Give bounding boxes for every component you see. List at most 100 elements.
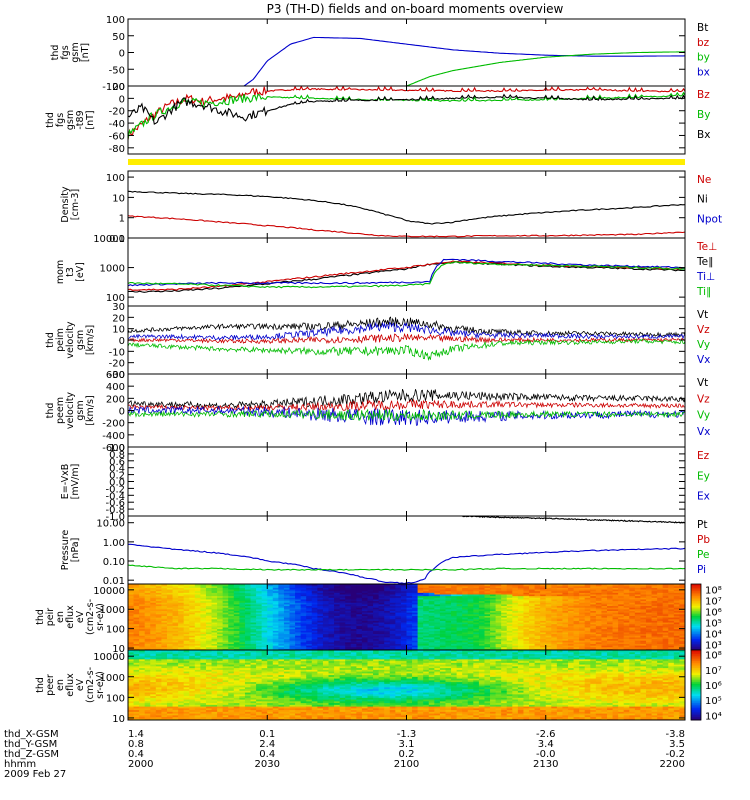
heatmap-cell — [573, 633, 580, 636]
heatmap-cell — [651, 618, 658, 621]
heatmap-cell — [651, 633, 658, 636]
heatmap-cell — [178, 711, 185, 714]
series-group-fgs1 — [243, 36, 685, 86]
heatmap-cell — [473, 608, 480, 611]
heatmap-cell — [144, 699, 151, 702]
heatmap-cell — [194, 693, 202, 697]
heatmap-cell — [568, 605, 575, 608]
heatmap-cell — [579, 588, 586, 592]
heatmap-cell — [484, 635, 491, 638]
heatmap-cell — [328, 592, 335, 595]
heatmap-cell — [300, 643, 307, 646]
heatmap-cell — [612, 648, 619, 650]
heatmap-cell — [205, 600, 213, 603]
heatmap-cell — [205, 640, 213, 643]
heatmap-cell — [172, 699, 179, 702]
heatmap-cell — [506, 595, 513, 598]
heatmap-cell — [361, 641, 369, 644]
heatmap-cell — [640, 630, 647, 633]
heatmap-cell — [517, 638, 525, 641]
heatmap-cell — [155, 595, 163, 598]
heatmap-cell — [244, 605, 252, 608]
heatmap-cell — [456, 608, 463, 611]
heatmap-cell — [389, 595, 396, 598]
heatmap-cell — [595, 600, 603, 603]
heatmap-cell — [490, 628, 497, 631]
heatmap-cell — [668, 593, 675, 597]
heatmap-cell — [166, 612, 174, 615]
heatmap-cell — [189, 657, 196, 660]
heatmap-cell — [172, 716, 179, 719]
heatmap-cell — [161, 617, 168, 620]
heatmap-cell — [166, 651, 174, 655]
heatmap-cell — [155, 674, 163, 677]
heatmap-cell — [189, 628, 196, 631]
heatmap-cell — [189, 699, 196, 702]
heatmap-cell — [300, 638, 307, 641]
heatmap-cell — [222, 633, 229, 636]
heatmap-cell — [517, 646, 525, 649]
heatmap-cell — [361, 600, 369, 603]
heatmap-cell — [155, 607, 163, 610]
heatmap-cell — [350, 590, 357, 593]
heatmap-cell — [562, 588, 569, 592]
heatmap-cell — [618, 585, 625, 588]
heatmap-cell — [434, 640, 441, 643]
heatmap-cell — [367, 593, 374, 597]
heatmap-cell — [150, 669, 157, 672]
heatmap-cell — [534, 617, 541, 620]
heatmap-cell — [128, 660, 135, 663]
heatmap-cell — [573, 600, 580, 603]
heatmap-cell — [523, 608, 530, 611]
heatmap-cell — [261, 615, 268, 618]
heatmap-cell — [166, 585, 174, 588]
heatmap-cell — [189, 702, 196, 705]
heatmap-cell — [133, 625, 140, 628]
heatmap-cell — [568, 593, 575, 597]
heatmap-cell — [579, 643, 586, 646]
heatmap-cell — [417, 588, 424, 592]
colorbar-step — [691, 635, 701, 638]
heatmap-cell — [673, 584, 681, 587]
heatmap-cell — [534, 620, 541, 623]
legend-label: Te⊥ — [696, 241, 717, 253]
heatmap-cell — [244, 628, 252, 631]
heatmap-cell — [556, 630, 564, 633]
heatmap-cell — [205, 635, 213, 638]
heatmap-cell — [540, 633, 547, 636]
heatmap-cell — [534, 648, 541, 650]
heatmap-cell — [640, 617, 647, 620]
heatmap-cell — [551, 623, 558, 626]
heatmap-cell — [367, 615, 374, 618]
heatmap-cell — [657, 597, 664, 600]
heatmap-cell — [651, 643, 658, 646]
heatmap-cell — [172, 597, 179, 600]
heatmap-cell — [501, 631, 508, 635]
heatmap-cell — [128, 678, 135, 681]
heatmap-cell — [283, 631, 291, 635]
heatmap-cell — [166, 605, 174, 608]
heatmap-cell — [428, 626, 435, 630]
heatmap-cell — [178, 621, 185, 625]
heatmap-cell — [373, 613, 380, 616]
heatmap-cell — [378, 603, 385, 607]
heatmap-cell — [657, 595, 664, 598]
heatmap-cell — [222, 617, 229, 620]
heatmap-cell — [662, 626, 669, 630]
heatmap-cell — [545, 605, 552, 608]
heatmap-cell — [384, 593, 391, 597]
heatmap-cell — [172, 693, 179, 697]
heatmap-cell — [417, 607, 424, 610]
heatmap-cell — [139, 707, 146, 711]
heatmap-cell — [244, 626, 252, 630]
heatmap-cell — [545, 633, 552, 636]
heatmap-cell — [607, 593, 614, 597]
heatmap-cell — [200, 605, 207, 608]
heatmap-cell — [618, 595, 625, 598]
heatmap-cell — [200, 608, 207, 611]
heatmap-cell — [618, 615, 625, 618]
heatmap-cell — [194, 695, 202, 698]
heatmap-cell — [467, 630, 474, 633]
heatmap-cell — [428, 584, 435, 587]
heatmap-cell — [679, 610, 685, 613]
